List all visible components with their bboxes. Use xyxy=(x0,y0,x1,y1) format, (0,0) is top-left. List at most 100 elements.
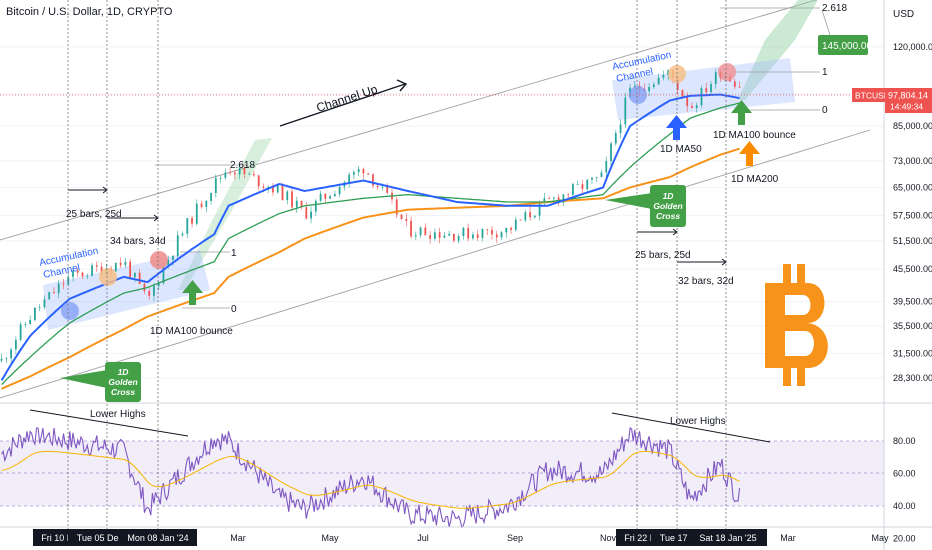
candle-body xyxy=(733,81,736,87)
candle-body xyxy=(157,283,160,287)
candle-body xyxy=(562,194,565,203)
candle-body xyxy=(100,266,103,275)
bars-label-2: 34 bars, 34d xyxy=(110,236,166,247)
lower-highs-right-line xyxy=(611,412,771,443)
candle-body xyxy=(257,175,260,187)
candle-body xyxy=(538,202,541,216)
candle-body xyxy=(414,235,417,237)
candle-body xyxy=(495,234,498,238)
candle-body xyxy=(457,236,460,241)
bitcoin-logo xyxy=(765,264,828,386)
price-tick-label: 31,500.00 xyxy=(893,348,932,358)
bars-label-4: 32 bars, 32d xyxy=(678,276,734,287)
candle-body xyxy=(310,211,312,219)
price-tick-label: 57,500.00 xyxy=(893,211,932,221)
fib-top-left: 2.618 xyxy=(230,160,255,171)
candle-body xyxy=(433,232,436,239)
candle-body xyxy=(410,220,412,237)
candle-body xyxy=(172,255,174,260)
candle-body xyxy=(600,172,603,178)
time-label-bg xyxy=(689,529,767,546)
chart-title: Bitcoin / U.S. Dollar, 1D, CRYPTO xyxy=(6,6,173,18)
candle-body xyxy=(119,262,122,266)
price-tag-bg xyxy=(885,88,932,113)
fib-zero-left: 0 xyxy=(231,304,237,315)
candle-body xyxy=(510,227,512,230)
candle-body xyxy=(267,186,270,188)
candle-body xyxy=(114,262,117,272)
candle-body xyxy=(186,218,189,234)
candle-body xyxy=(376,185,379,188)
candle-body xyxy=(43,299,46,308)
candle-body xyxy=(648,86,651,92)
price-tick-label: 65,000.00 xyxy=(893,182,932,192)
candle-body xyxy=(595,177,598,178)
candle-body xyxy=(295,200,298,208)
candle-body xyxy=(214,178,217,194)
candle-body xyxy=(238,167,241,175)
candle-body xyxy=(129,261,132,278)
rsi-tick-label: 60.00 xyxy=(893,469,916,479)
candle-body xyxy=(552,197,555,199)
time-label: Fri 22 Nov xyxy=(624,533,666,543)
ma200-line xyxy=(1,147,740,390)
candle-body xyxy=(448,233,451,236)
candle-body xyxy=(10,349,13,359)
candle-body xyxy=(591,177,593,180)
golden-cross-left-pointer xyxy=(60,370,107,388)
accum-channel-left xyxy=(43,250,210,330)
lower-highs-right-label: Lower Highs xyxy=(670,416,726,427)
candle-body xyxy=(367,173,370,175)
candle-body xyxy=(138,272,141,284)
golden-cross-right-l1: 1D xyxy=(663,191,674,201)
time-label-bg xyxy=(119,529,197,546)
candle-body xyxy=(210,193,212,201)
price-tick-label: 35,500.00 xyxy=(893,321,932,331)
candle-body xyxy=(572,184,574,195)
candle-body xyxy=(305,207,308,219)
time-label: Tue 05 Dec '23 xyxy=(77,533,137,543)
target-label: 145,000.00 xyxy=(822,41,872,52)
candle-body xyxy=(200,203,203,208)
price-tag-symbol: BTCUSD xyxy=(855,91,890,101)
accum-channel-right xyxy=(612,58,795,120)
candle-body xyxy=(53,292,55,294)
price-tick-label: 51,500.00 xyxy=(893,236,932,246)
candle-body xyxy=(95,265,98,267)
candle-body xyxy=(738,86,741,88)
candle-body xyxy=(153,286,155,296)
candle-body xyxy=(291,191,293,208)
candle-body xyxy=(543,198,546,203)
candle-body xyxy=(276,184,279,193)
price-tick-label: 28,300.00 xyxy=(893,373,932,383)
price-tag-countdown: 14:49:34 xyxy=(890,102,923,112)
time-label: Nov xyxy=(600,533,617,543)
candle-body xyxy=(134,272,136,278)
candle-body xyxy=(86,275,89,277)
candle-body xyxy=(143,283,146,292)
price-tick-label: 45,500.00 xyxy=(893,264,932,274)
candle-body xyxy=(0,358,3,361)
candle-body xyxy=(529,212,531,218)
bars-label-1: 25 bars, 25d xyxy=(66,209,122,220)
candle-body xyxy=(605,160,608,173)
candle-body xyxy=(124,261,127,266)
candle-body xyxy=(686,96,689,107)
candle-body xyxy=(243,167,246,175)
candle-body xyxy=(424,227,427,236)
markers xyxy=(61,63,736,320)
bars-label-3: 25 bars, 25d xyxy=(635,250,691,261)
candle-body xyxy=(500,232,503,238)
fib-zero-right: 0 xyxy=(822,105,828,116)
candle-body xyxy=(548,198,551,200)
candle-body xyxy=(205,200,208,208)
candle-body xyxy=(219,177,222,179)
candle-body xyxy=(576,184,579,185)
candle-body xyxy=(162,267,165,284)
bounce-left-label: 1D MA100 bounce xyxy=(150,326,233,337)
candle-body xyxy=(514,219,517,230)
candle-body xyxy=(681,89,684,97)
time-label: May xyxy=(871,533,889,543)
candle-body xyxy=(253,173,255,176)
